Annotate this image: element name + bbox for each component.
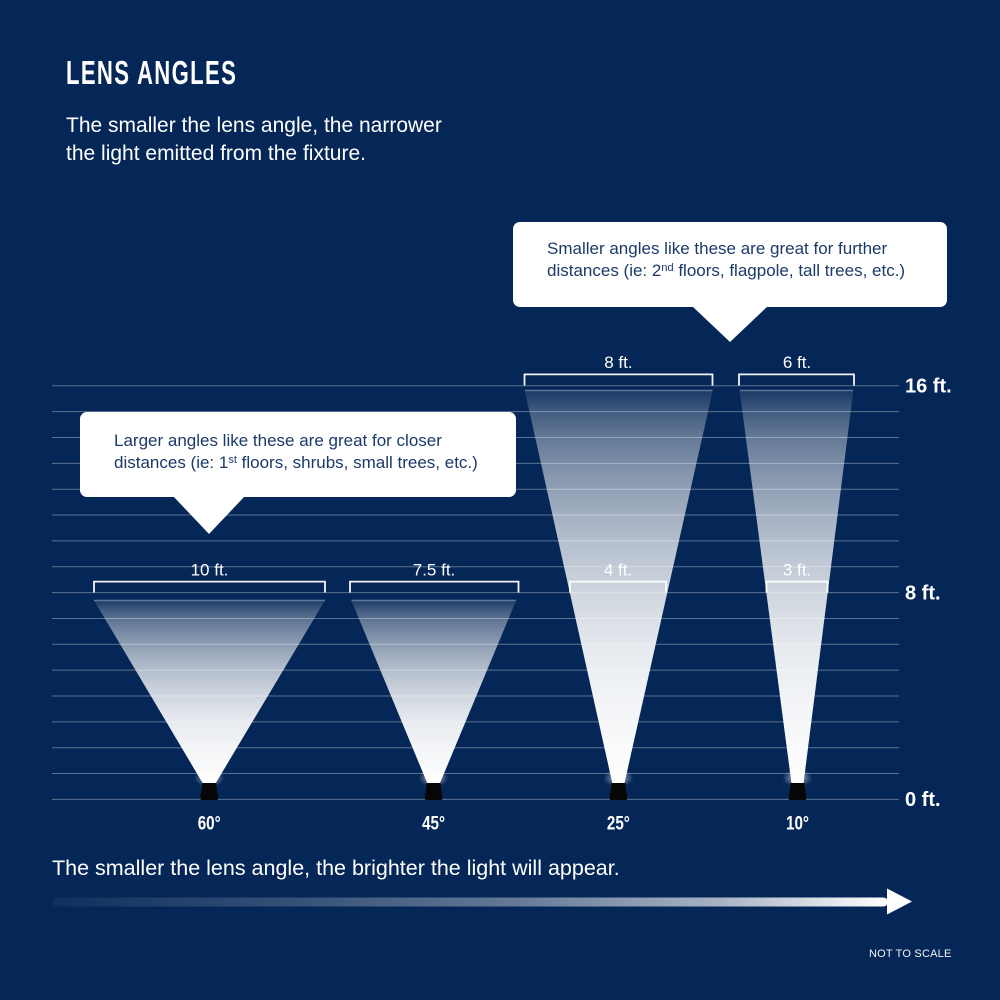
- svg-text:16 ft.: 16 ft.: [905, 376, 952, 398]
- svg-text:4 ft.: 4 ft.: [604, 561, 632, 580]
- svg-text:3 ft.: 3 ft.: [783, 561, 811, 580]
- svg-text:6 ft.: 6 ft.: [783, 353, 811, 372]
- svg-text:10°: 10°: [786, 812, 809, 834]
- svg-text:60°: 60°: [198, 812, 221, 834]
- svg-text:7.5 ft.: 7.5 ft.: [413, 561, 456, 580]
- svg-text:25°: 25°: [607, 812, 630, 834]
- svg-text:8 ft.: 8 ft.: [905, 582, 941, 604]
- svg-text:10 ft.: 10 ft.: [191, 561, 229, 580]
- svg-text:8 ft.: 8 ft.: [604, 353, 632, 372]
- svg-text:0 ft.: 0 ft.: [905, 789, 941, 811]
- svg-text:45°: 45°: [422, 812, 445, 834]
